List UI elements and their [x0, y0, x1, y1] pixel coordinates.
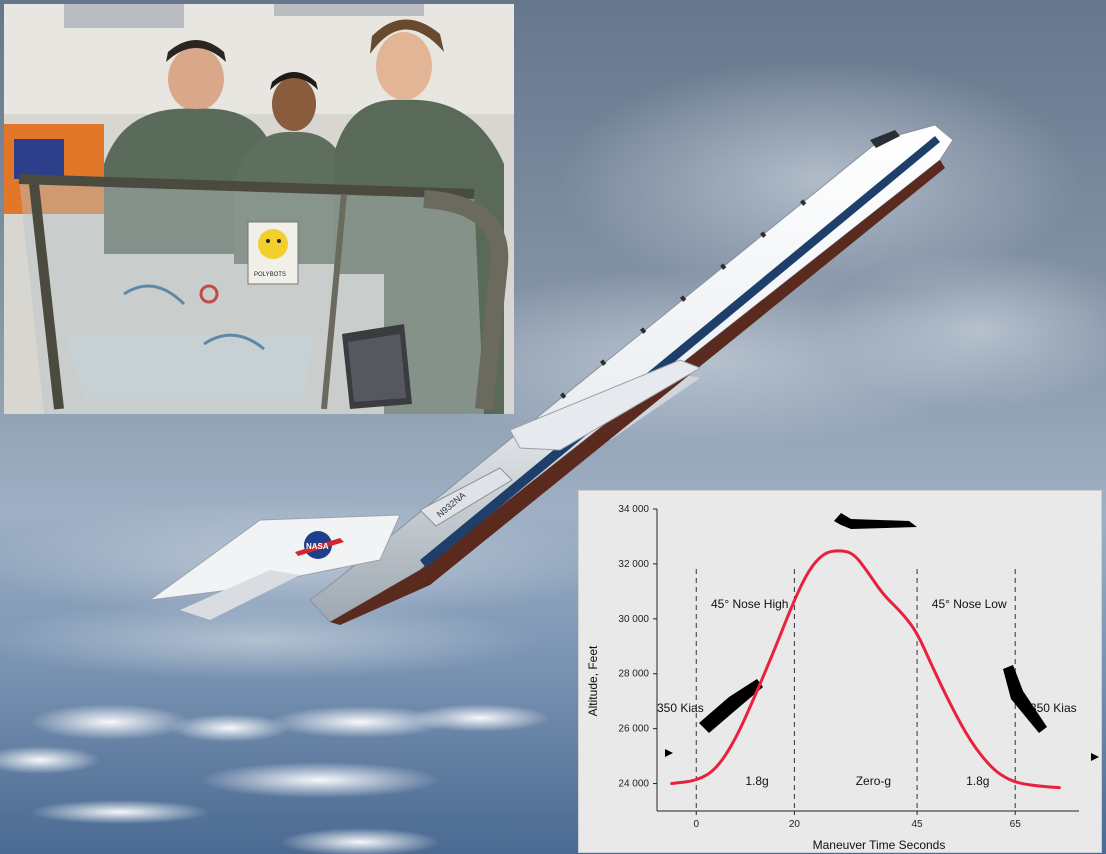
- chart-annotation: Zero-g: [856, 774, 891, 788]
- chart-annotations: 350 Kias 45° Nose High 45° Nose Low 350 Kia…: [657, 597, 1077, 788]
- sign-text: POLYBOTS: [254, 272, 286, 278]
- y-axis-label: Altitude, Feet: [586, 645, 600, 716]
- x-tick-label: 20: [789, 819, 801, 830]
- y-tick-label: 30 000: [618, 614, 649, 625]
- chart-annotation: 1.8g: [745, 774, 768, 788]
- dive-attitude-icon: [1003, 665, 1047, 733]
- parabola-chart: 24 000 26 000 28 000 30 000 32 000 34 000 0 20 4…: [578, 490, 1102, 853]
- x-tick-label: 0: [693, 819, 699, 830]
- chart-annotation: 350 Kias: [657, 701, 704, 715]
- level-attitude-icon: [834, 513, 917, 529]
- chart-annotation: 350 Kias: [1030, 701, 1077, 715]
- phase-divider-lines: [695, 569, 1016, 811]
- aircraft-attitude-silhouettes: [699, 513, 1047, 733]
- chart-annotation: 45° Nose High: [711, 597, 789, 611]
- tail-logo-text: NASA: [306, 542, 329, 551]
- x-axis-label: Maneuver Time Seconds: [813, 838, 946, 852]
- climb-attitude-icon: [699, 679, 763, 733]
- chart-annotation: 45° Nose Low: [932, 597, 1007, 611]
- x-tick-label: 65: [1010, 819, 1022, 830]
- y-tick-label: 32 000: [618, 559, 649, 570]
- crew-person-right: [334, 19, 504, 414]
- end-arrow-icon: [1091, 753, 1099, 761]
- y-tick-label: 24 000: [618, 779, 649, 790]
- y-tick-label: 28 000: [618, 669, 649, 680]
- crew-inset-photo: POLYBOTS: [4, 4, 514, 414]
- chart-annotation: 1.8g: [966, 774, 989, 788]
- y-tick-label: 34 000: [618, 504, 649, 515]
- start-arrow-icon: [665, 749, 673, 757]
- experiment-glovebox: [18, 174, 509, 414]
- aircraft: NASA N932NA: [149, 124, 954, 625]
- x-tick-label: 45: [912, 819, 924, 830]
- altitude-curve: [670, 549, 1061, 790]
- y-tick-label: 26 000: [618, 724, 649, 735]
- axis-ticks: 24 000 26 000 28 000 30 000 32 000 34 000 0 20 4…: [618, 504, 1021, 830]
- chart-axes: [656, 509, 1079, 812]
- altitude-series-line: [670, 549, 1061, 790]
